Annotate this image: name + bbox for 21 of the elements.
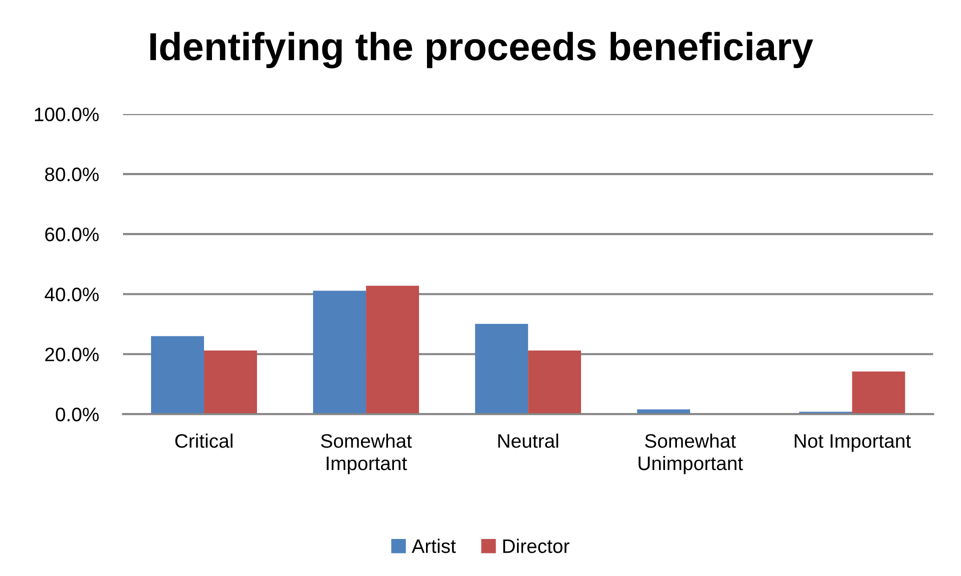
bar bbox=[366, 286, 420, 414]
bar bbox=[528, 350, 582, 414]
bar bbox=[475, 324, 528, 414]
y-tick-label: 80.0% bbox=[45, 168, 99, 182]
x-tick-label: Neutral bbox=[498, 434, 558, 448]
x-tick-label: Somewhat Unimportant bbox=[638, 434, 743, 474]
bar bbox=[204, 350, 257, 414]
y-tick-label: 0.0% bbox=[56, 408, 99, 422]
bar bbox=[151, 336, 204, 414]
y-tick-label: 100.0% bbox=[34, 108, 99, 122]
x-tick-label: Critical bbox=[175, 434, 232, 448]
x-tick-label: Not Important bbox=[794, 434, 911, 452]
legend-label: Artist bbox=[412, 538, 456, 554]
bar bbox=[852, 372, 906, 414]
y-tick-label: 60.0% bbox=[45, 228, 99, 242]
bar bbox=[313, 290, 366, 414]
x-tick-label: Somewhat Important bbox=[321, 434, 412, 474]
y-tick-label: 20.0% bbox=[45, 348, 99, 362]
y-tick-label: 40.0% bbox=[44, 288, 99, 302]
legend-label: Director bbox=[503, 538, 570, 554]
chart-title: Identifying the proceeds beneficiary bbox=[150, 32, 814, 68]
